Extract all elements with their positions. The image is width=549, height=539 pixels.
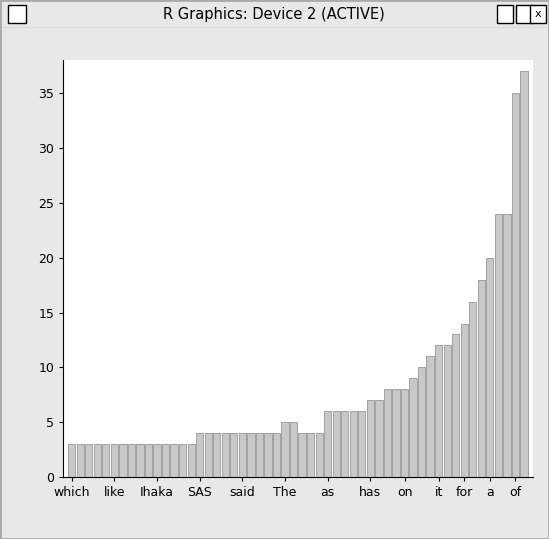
Bar [350, 411, 357, 477]
Bar [418, 368, 425, 477]
Bar [205, 433, 212, 477]
Bar [497, 5, 513, 23]
Bar [299, 433, 306, 477]
Bar [324, 411, 332, 477]
Bar [358, 411, 366, 477]
Bar [68, 444, 75, 477]
Bar [316, 433, 323, 477]
Bar [478, 280, 485, 477]
Bar [469, 302, 477, 477]
Bar [85, 444, 92, 477]
Bar [367, 400, 374, 477]
Bar [170, 444, 178, 477]
Bar [196, 433, 203, 477]
Bar [213, 433, 220, 477]
Bar [376, 400, 383, 477]
Bar [461, 323, 468, 477]
Bar [452, 335, 460, 477]
Bar [153, 444, 161, 477]
Bar [444, 345, 451, 477]
Bar [76, 444, 84, 477]
Bar [247, 433, 255, 477]
Bar [384, 389, 391, 477]
Bar [503, 214, 511, 477]
Bar [222, 433, 229, 477]
Bar [410, 378, 417, 477]
Bar [282, 422, 289, 477]
Bar [102, 444, 109, 477]
Bar [333, 411, 340, 477]
Bar [512, 93, 519, 477]
Bar [341, 411, 349, 477]
Bar [530, 5, 546, 23]
Bar [520, 71, 528, 477]
Bar [136, 444, 144, 477]
Bar [264, 433, 272, 477]
Bar [119, 444, 126, 477]
Text: R Graphics: Device 2 (ACTIVE): R Graphics: Device 2 (ACTIVE) [163, 6, 385, 22]
Bar [486, 258, 494, 477]
Bar [145, 444, 152, 477]
Bar [256, 433, 263, 477]
Bar [516, 5, 532, 23]
Bar [128, 444, 135, 477]
Bar [290, 422, 297, 477]
Bar [111, 444, 118, 477]
Bar [230, 433, 238, 477]
Bar [239, 433, 246, 477]
Text: x: x [535, 9, 541, 19]
Bar [495, 214, 502, 477]
Bar [273, 433, 280, 477]
Bar [188, 444, 195, 477]
Bar [94, 444, 101, 477]
Bar [162, 444, 169, 477]
Bar [435, 345, 442, 477]
Bar [8, 5, 26, 23]
Bar [401, 389, 408, 477]
Bar [179, 444, 186, 477]
Bar [427, 356, 434, 477]
Bar [307, 433, 314, 477]
Bar [393, 389, 400, 477]
